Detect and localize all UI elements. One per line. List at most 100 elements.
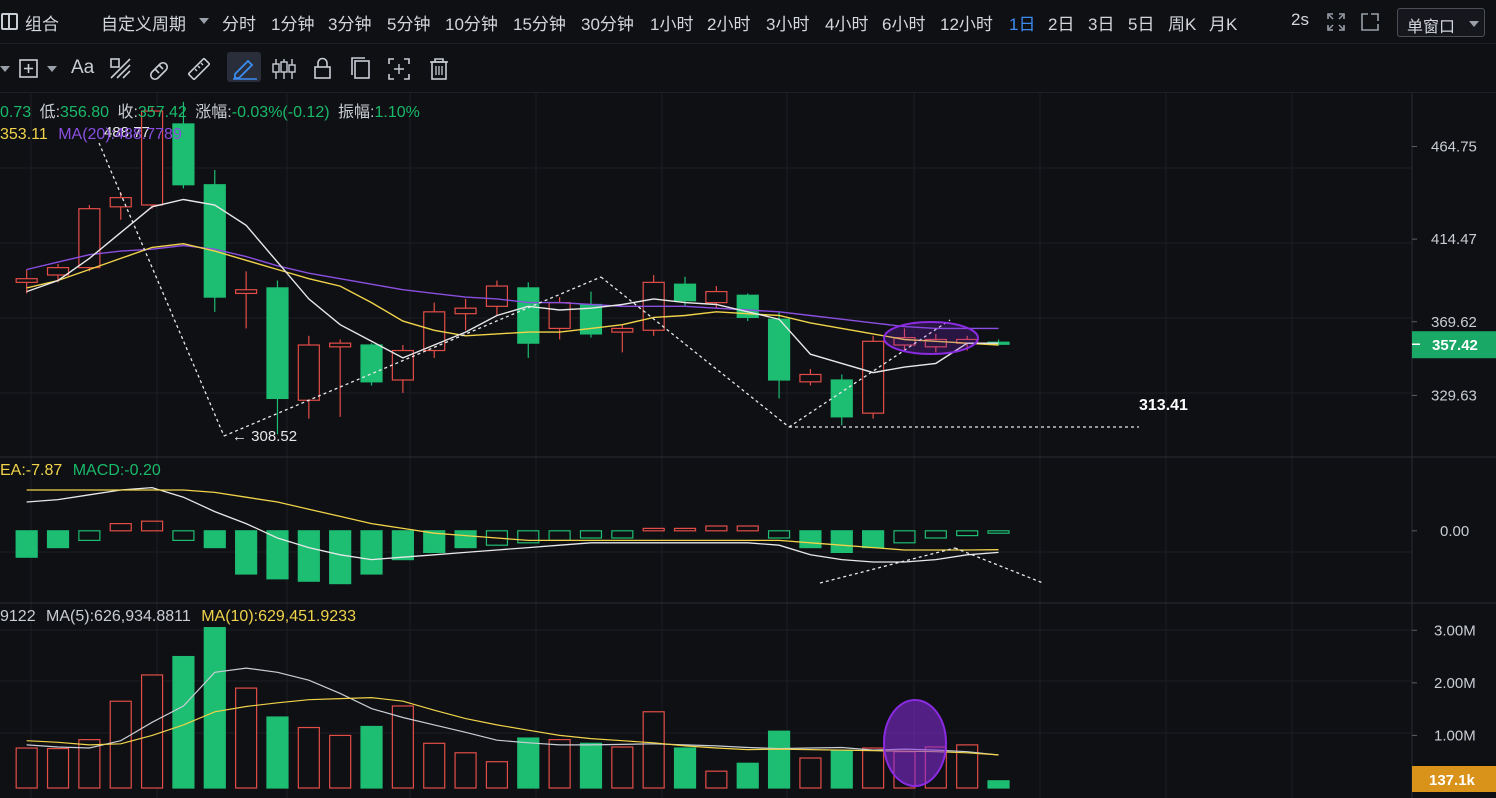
macd-bar bbox=[266, 530, 289, 580]
volume-bar bbox=[423, 742, 446, 789]
candle-body bbox=[673, 283, 697, 302]
period-tab[interactable]: 4小时 bbox=[825, 15, 869, 34]
candle-body bbox=[297, 344, 320, 401]
open-value: 0.73 bbox=[0, 104, 32, 121]
ma-legend: 353.11 MA(20):488.7789 bbox=[0, 126, 182, 144]
period-tab[interactable]: 15分钟 bbox=[513, 15, 566, 34]
period-tab[interactable]: 1日 bbox=[1009, 15, 1036, 34]
ruler-icon[interactable] bbox=[186, 56, 212, 82]
macd-bar bbox=[423, 530, 446, 553]
volume-bar bbox=[956, 744, 979, 789]
drawing-toolbar: Aa bbox=[0, 44, 1496, 93]
candlestick-chart[interactable]: 488.77 ← 308.52 313.41 464.75 414.47 369.62 3… bbox=[0, 93, 1496, 798]
macd-bar bbox=[46, 530, 70, 549]
volume-bar bbox=[203, 627, 226, 789]
magnet-icon[interactable] bbox=[146, 56, 172, 82]
fullscreen-icon[interactable] bbox=[1326, 12, 1346, 32]
volume-bar bbox=[46, 747, 70, 789]
period-tab[interactable]: 12小时 bbox=[940, 15, 993, 34]
candle-body bbox=[485, 285, 509, 307]
volume-ma10-line bbox=[26, 696, 999, 756]
combo-label: 组合 bbox=[25, 15, 59, 34]
period-tab[interactable]: 1小时 bbox=[650, 15, 694, 34]
low-value: 356.80 bbox=[60, 104, 109, 121]
refresh-interval[interactable]: 2s bbox=[1291, 10, 1309, 29]
trend-line bbox=[223, 276, 602, 437]
combo-button[interactable]: 组合 bbox=[0, 8, 68, 36]
period-tab[interactable]: 5日 bbox=[1128, 15, 1155, 34]
macd-legend: EA:-7.87 MACD:-0.20 bbox=[0, 462, 161, 480]
volume-bar bbox=[329, 734, 352, 789]
macd-trend-line bbox=[954, 547, 1044, 584]
trash-icon[interactable] bbox=[426, 56, 452, 82]
ma20-line bbox=[26, 244, 999, 330]
candle-body bbox=[736, 294, 759, 318]
price-tick-label: 414.47 bbox=[1431, 231, 1477, 248]
period-tab[interactable]: 5分钟 bbox=[387, 15, 431, 34]
macd-bar bbox=[642, 527, 665, 532]
macd-bar bbox=[140, 520, 164, 532]
candle-type-icon[interactable] bbox=[271, 56, 297, 82]
pattern-icon[interactable] bbox=[108, 56, 134, 82]
screenshot-icon[interactable] bbox=[386, 56, 412, 82]
close-label: 收: bbox=[117, 104, 138, 121]
period-tab[interactable]: 3分钟 bbox=[328, 15, 372, 34]
ma-partial-value: 353.11 bbox=[0, 126, 48, 143]
price-axis: 464.75 414.47 369.62 329.63 357.42 0.00 3.00M 2… bbox=[1412, 139, 1496, 792]
volume-bar bbox=[140, 674, 164, 789]
period-tab[interactable]: 分时 bbox=[222, 15, 256, 34]
macd-bar bbox=[862, 530, 885, 549]
period-tab[interactable]: 2日 bbox=[1048, 15, 1075, 34]
amplitude-label: 振幅: bbox=[338, 104, 375, 121]
period-tab[interactable]: 6小时 bbox=[882, 15, 926, 34]
current-price-tag bbox=[1412, 331, 1496, 359]
candle-body bbox=[203, 184, 226, 298]
change-label: 涨幅: bbox=[195, 104, 232, 121]
period-tab[interactable]: 月K bbox=[1209, 15, 1238, 34]
macd-bar bbox=[830, 530, 853, 553]
trend-line bbox=[600, 276, 790, 428]
macd-bar bbox=[172, 530, 195, 541]
volume-bar bbox=[391, 705, 414, 789]
text-tool-label: Aa bbox=[71, 57, 95, 78]
copy-icon[interactable] bbox=[348, 56, 374, 82]
low-price-label: ← 308.52 bbox=[232, 428, 297, 445]
support-price-label: 313.41 bbox=[1139, 397, 1188, 414]
crosshair-icon[interactable] bbox=[16, 56, 42, 82]
macd-bar bbox=[799, 530, 822, 549]
volume-tick-label: 1.00M bbox=[1434, 727, 1476, 744]
period-bar: 组合 自定义周期 分时 1分钟 3分钟 5分钟 10分钟 15分钟 30分钟 1小时 2小时 3小… bbox=[0, 0, 1496, 44]
volume-ma10-value: MA(10):629,451.9233 bbox=[201, 608, 356, 625]
current-volume-tag bbox=[1412, 766, 1496, 792]
candle-body bbox=[548, 302, 571, 330]
pen-icon[interactable] bbox=[227, 52, 261, 82]
custom-period-dropdown[interactable]: 自定义周期 bbox=[101, 0, 213, 44]
macd-bar bbox=[329, 530, 352, 585]
candle-body bbox=[266, 287, 289, 400]
high-price-label: 488.77 bbox=[104, 124, 150, 141]
period-tab[interactable]: 30分钟 bbox=[581, 15, 634, 34]
volume-bar bbox=[642, 711, 665, 789]
window-mode-dropdown[interactable]: 单窗口 bbox=[1397, 8, 1485, 37]
chevron-down-icon[interactable] bbox=[0, 66, 10, 72]
candle-body bbox=[862, 340, 885, 414]
candle-body bbox=[924, 338, 947, 348]
dea-value: EA:-7.87 bbox=[0, 462, 63, 479]
candle-body bbox=[893, 337, 916, 346]
period-tab[interactable]: 3小时 bbox=[766, 15, 810, 34]
macd-bar bbox=[360, 530, 383, 575]
candle-body bbox=[15, 278, 38, 283]
period-tab[interactable]: 3日 bbox=[1088, 15, 1115, 34]
lock-icon[interactable] bbox=[310, 56, 336, 82]
text-icon[interactable]: Aa bbox=[70, 56, 96, 82]
macd-bar bbox=[579, 530, 603, 539]
popout-icon[interactable] bbox=[1360, 12, 1380, 32]
chevron-down-icon[interactable] bbox=[47, 66, 57, 72]
period-tab[interactable]: 1分钟 bbox=[271, 15, 315, 34]
period-tab[interactable]: 周K bbox=[1168, 15, 1197, 34]
macd-bar bbox=[297, 530, 320, 582]
period-tab[interactable]: 2小时 bbox=[707, 15, 751, 34]
volume-bar bbox=[235, 687, 258, 789]
period-tab[interactable]: 10分钟 bbox=[445, 15, 498, 34]
trend-line bbox=[98, 142, 225, 437]
